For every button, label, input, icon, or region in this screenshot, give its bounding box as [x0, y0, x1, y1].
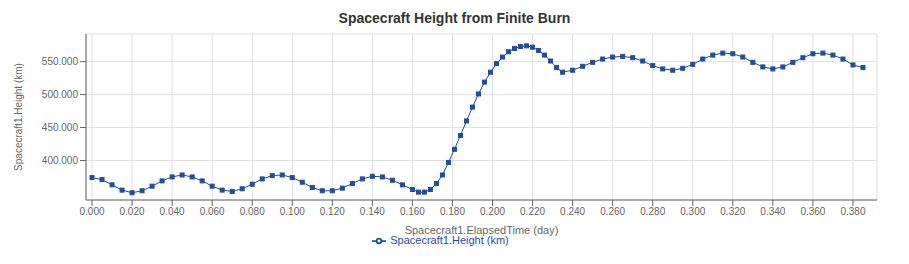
svg-text:0.160: 0.160: [400, 206, 425, 217]
svg-text:0.320: 0.320: [720, 206, 745, 217]
svg-text:0.080: 0.080: [240, 206, 265, 217]
svg-text:0.000: 0.000: [79, 206, 104, 217]
svg-text:0.360: 0.360: [800, 206, 825, 217]
svg-text:0.240: 0.240: [560, 206, 585, 217]
svg-text:0.180: 0.180: [440, 206, 465, 217]
svg-text:0.120: 0.120: [320, 206, 345, 217]
svg-text:0.020: 0.020: [120, 206, 145, 217]
svg-text:0.340: 0.340: [760, 206, 785, 217]
svg-text:0.200: 0.200: [480, 206, 505, 217]
svg-text:450.000: 450.000: [42, 122, 79, 133]
svg-text:0.060: 0.060: [200, 206, 225, 217]
svg-text:550.000: 550.000: [42, 56, 79, 67]
svg-text:500.000: 500.000: [42, 89, 79, 100]
html-text:Spacecraft Height from Finite: Spacecraft Height from Finite Burn: [338, 10, 571, 26]
html-text:Spacecraft1.Height (km): Spacecraft1.Height (km): [390, 234, 509, 246]
svg-text:Spacecraft1.ElapsedTime (day): Spacecraft1.ElapsedTime (day): [405, 224, 559, 236]
svg-text:0.260: 0.260: [600, 206, 625, 217]
svg-text:0.300: 0.300: [680, 206, 705, 217]
svg-text:0.040: 0.040: [160, 206, 185, 217]
svg-text:0.220: 0.220: [520, 206, 545, 217]
svg-text:0.280: 0.280: [640, 206, 665, 217]
svg-text:Spacecraft1.Height (km): Spacecraft1.Height (km): [13, 63, 24, 171]
svg-text:0.100: 0.100: [280, 206, 305, 217]
svg-text:400.000: 400.000: [42, 155, 79, 166]
svg-text:0.380: 0.380: [840, 206, 865, 217]
svg-text:0.140: 0.140: [360, 206, 385, 217]
